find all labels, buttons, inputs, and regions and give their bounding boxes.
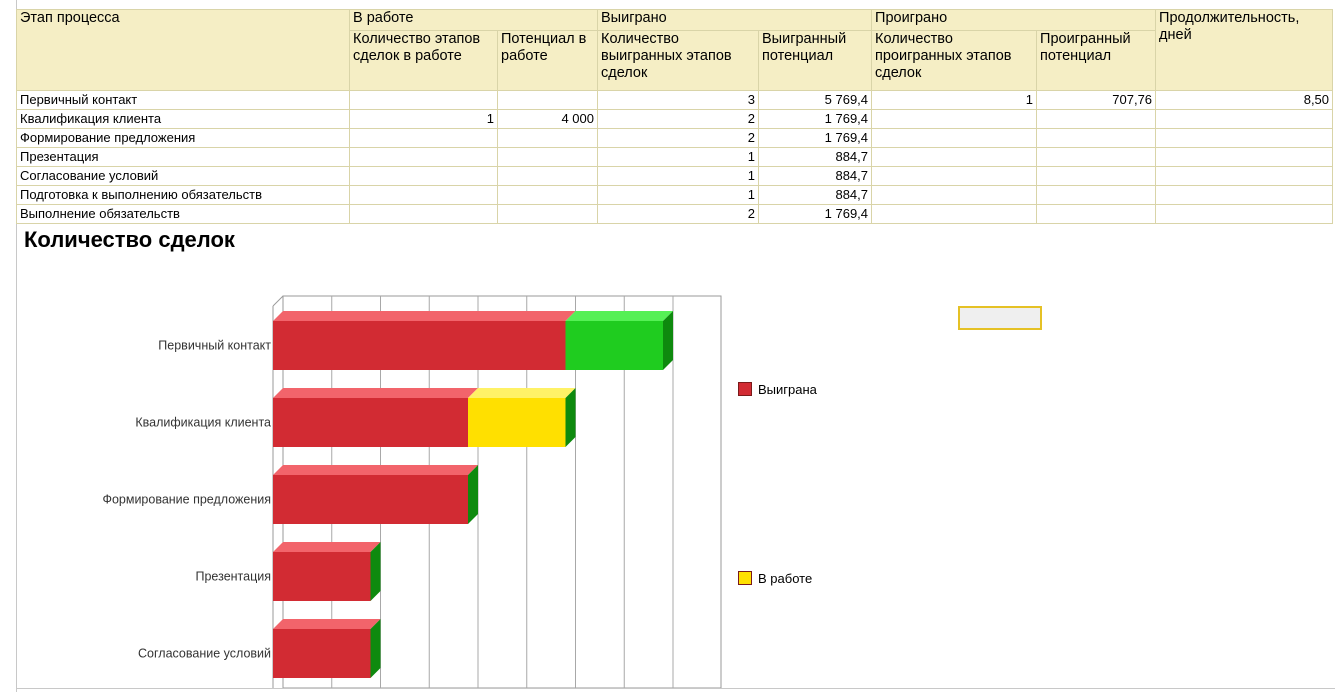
bottom-border bbox=[16, 688, 1335, 689]
legend-item-in-work: В работе bbox=[738, 569, 812, 587]
cell-duration bbox=[1155, 204, 1334, 224]
cell-in-work-potential bbox=[496, 147, 599, 167]
cell-lost-potential bbox=[1036, 109, 1157, 129]
bar-top bbox=[273, 542, 381, 552]
header-stage: Этап процесса bbox=[16, 9, 350, 91]
cell-duration bbox=[1155, 147, 1334, 167]
category-label: Презентация bbox=[195, 570, 271, 584]
bar-segment bbox=[468, 398, 566, 447]
table-header-row: Этап процесса В работе Выиграно Проигран… bbox=[16, 9, 1334, 91]
category-label: Формирование предложения bbox=[102, 493, 271, 507]
report-table: Этап процесса В работе Выиграно Проигран… bbox=[16, 9, 1334, 224]
header-lost-potential: Проигранный потенциал bbox=[1036, 30, 1157, 91]
bar-segment bbox=[565, 321, 663, 370]
cell-lost-count: 1 bbox=[871, 90, 1038, 110]
cell-duration bbox=[1155, 109, 1334, 129]
bar-top bbox=[273, 465, 478, 475]
cell-lost-count bbox=[871, 109, 1038, 129]
cell-won-count: 3 bbox=[597, 90, 760, 110]
legend-swatch-won bbox=[738, 382, 752, 396]
bar-side bbox=[468, 465, 478, 524]
legend-swatch-in-work bbox=[738, 571, 752, 585]
legend-label-in-work: В работе bbox=[758, 570, 813, 586]
cell-won-potential: 884,7 bbox=[758, 166, 873, 186]
table-row: Первичный контакт 3 5 769,4 1 707,76 8,50 bbox=[16, 90, 1334, 110]
cell-won-potential: 1 769,4 bbox=[758, 204, 873, 224]
header-in-work: В работе bbox=[348, 9, 599, 31]
cell-in-work-count bbox=[349, 128, 498, 148]
bar-segment bbox=[273, 321, 566, 370]
table-row: Согласование условий 1 884,7 bbox=[16, 166, 1334, 186]
bar-segment bbox=[273, 475, 468, 524]
cell-duration bbox=[1155, 166, 1334, 186]
bar-top bbox=[273, 619, 381, 629]
axis-line bbox=[272, 295, 284, 307]
table-row: Выполнение обязательств 2 1 769,4 bbox=[16, 204, 1334, 224]
cell-won-potential: 1 769,4 bbox=[758, 128, 873, 148]
empty-field[interactable] bbox=[958, 306, 1042, 330]
bar-side bbox=[663, 311, 673, 370]
bar-side bbox=[565, 388, 576, 447]
header-in-work-potential: Потенциал в работе bbox=[496, 30, 599, 91]
cell-lost-potential bbox=[1036, 204, 1157, 224]
bar-top bbox=[468, 388, 576, 398]
bar-side bbox=[370, 542, 381, 601]
cell-won-potential: 884,7 bbox=[758, 185, 873, 205]
cell-won-potential: 884,7 bbox=[758, 147, 873, 167]
bar-top bbox=[565, 311, 673, 321]
category-label: Квалификация клиента bbox=[135, 416, 271, 430]
bar-segment bbox=[273, 398, 468, 447]
cell-stage: Презентация bbox=[16, 147, 350, 167]
bar-side bbox=[370, 619, 381, 678]
legend-item-won: Выиграна bbox=[738, 380, 817, 398]
cell-in-work-count bbox=[349, 147, 498, 167]
bar-top bbox=[273, 388, 478, 398]
header-won-count: Количество выигранных этапов сделок bbox=[597, 30, 760, 91]
header-duration: Продолжительность, дней bbox=[1155, 9, 1334, 91]
cell-stage: Формирование предложения bbox=[16, 128, 350, 148]
table-subheader-row: Количество этапов сделок в работе Потенц… bbox=[17, 30, 1333, 91]
cell-duration bbox=[1155, 128, 1334, 148]
cell-in-work-potential bbox=[496, 204, 599, 224]
category-label: Первичный контакт bbox=[158, 339, 271, 353]
cell-in-work-potential bbox=[496, 166, 599, 186]
bar-top bbox=[273, 311, 576, 321]
cell-stage: Согласование условий bbox=[16, 166, 350, 186]
cell-in-work-potential bbox=[496, 128, 599, 148]
cell-won-potential: 1 769,4 bbox=[758, 109, 873, 129]
cell-won-count: 2 bbox=[597, 204, 760, 224]
cell-lost-count bbox=[871, 204, 1038, 224]
header-won-potential: Выигранный потенциал bbox=[758, 30, 873, 91]
cell-won-count: 1 bbox=[597, 166, 760, 186]
header-in-work-count: Количество этапов сделок в работе bbox=[349, 30, 498, 91]
cell-in-work-potential bbox=[496, 90, 599, 110]
table-row: Квалификация клиента 1 4 000 2 1 769,4 bbox=[16, 109, 1334, 129]
cell-in-work-count bbox=[349, 204, 498, 224]
cell-lost-potential bbox=[1036, 166, 1157, 186]
cell-won-potential: 5 769,4 bbox=[758, 90, 873, 110]
bar-segment bbox=[273, 629, 371, 678]
category-label: Согласование условий bbox=[138, 647, 271, 661]
legend-label-won: Выиграна bbox=[758, 381, 817, 397]
bar-segment bbox=[273, 552, 371, 601]
cell-in-work-potential: 4 000 bbox=[496, 109, 599, 129]
cell-in-work-count bbox=[349, 166, 498, 186]
header-lost-count: Количество проигранных этапов сделок bbox=[871, 30, 1038, 91]
chart-title: Количество сделок bbox=[24, 227, 235, 252]
cell-won-count: 1 bbox=[597, 185, 760, 205]
cell-stage: Выполнение обязательств bbox=[16, 204, 350, 224]
table-row: Подготовка к выполнению обязательств 1 884… bbox=[16, 185, 1334, 205]
table-row: Формирование предложения 2 1 769,4 bbox=[16, 128, 1334, 148]
left-border bbox=[16, 0, 17, 692]
cell-stage: Квалификация клиента bbox=[16, 109, 350, 129]
